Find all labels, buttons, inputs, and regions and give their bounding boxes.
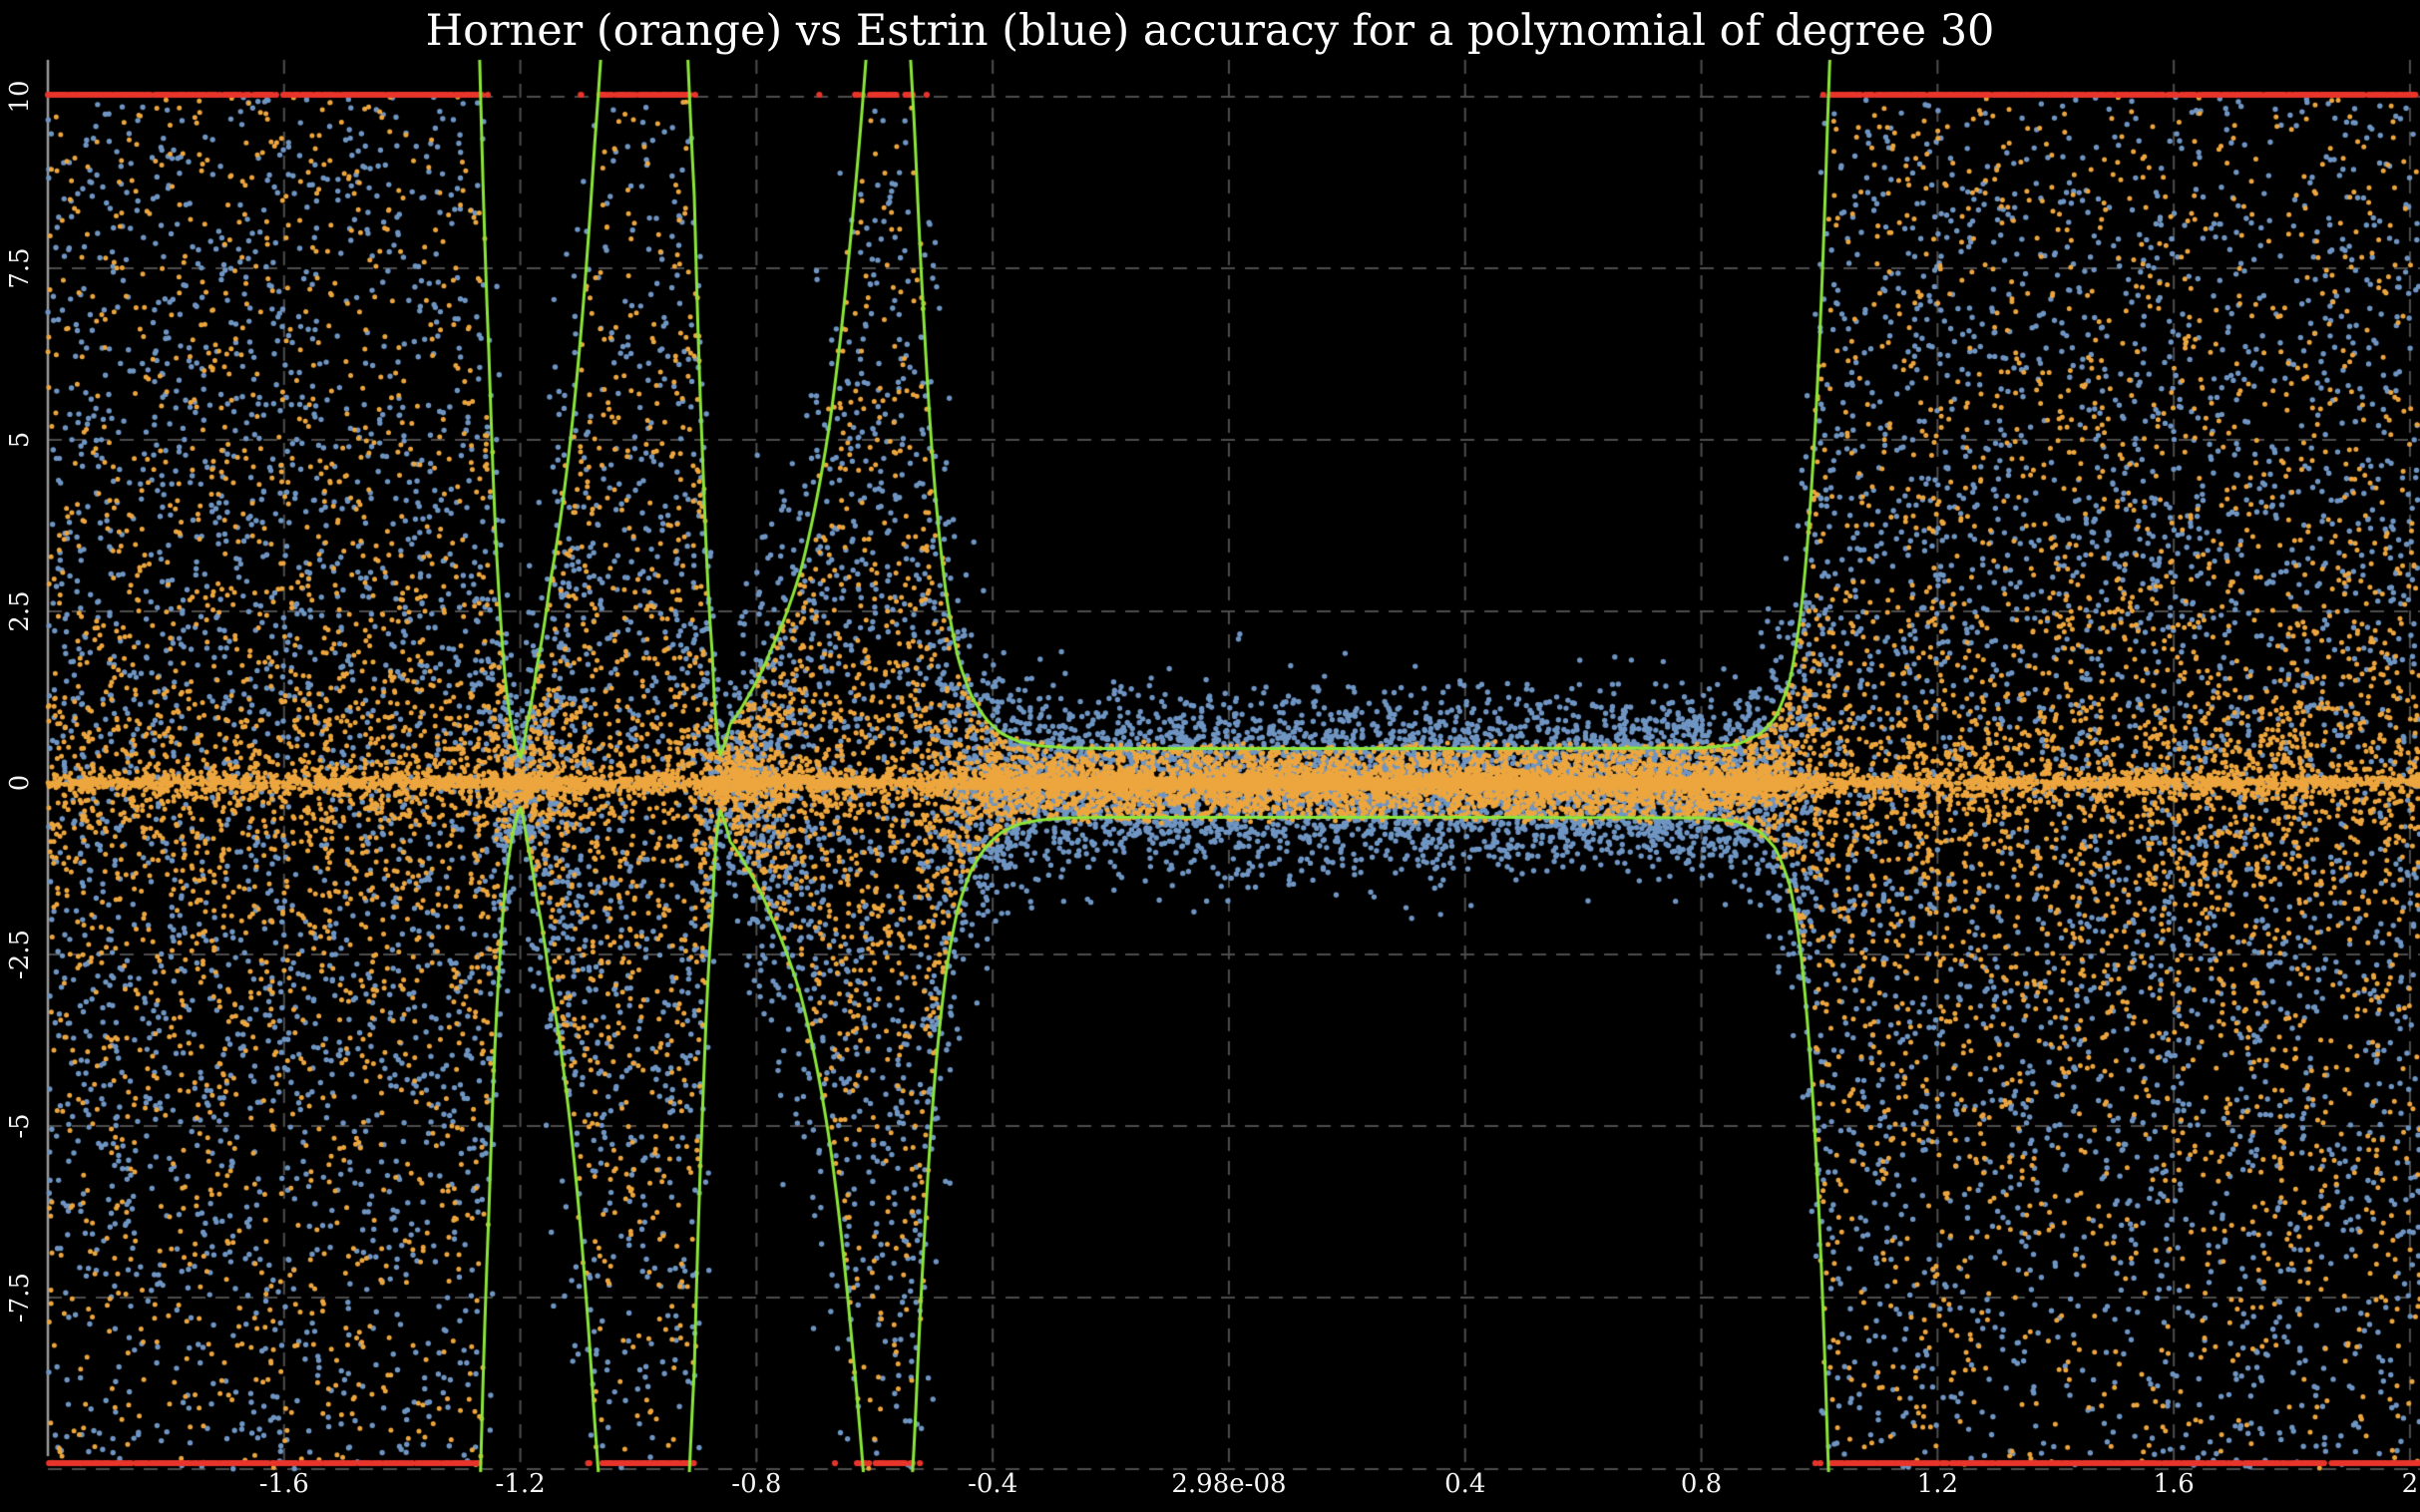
x-tick-label: -0.8	[731, 1469, 782, 1499]
y-tick-label: 5	[5, 431, 35, 449]
x-tick-label: 1.6	[2153, 1469, 2195, 1499]
y-tick-label: 7.5	[5, 247, 35, 289]
y-tick-label: 2.5	[5, 590, 35, 632]
x-tick-label: 2	[2401, 1469, 2419, 1499]
x-tick-label: 1.2	[1916, 1469, 1959, 1499]
y-tick-label: -5	[5, 1113, 35, 1139]
x-tick-label: -0.4	[968, 1469, 1018, 1499]
y-tick-label: 0	[5, 774, 35, 792]
x-tick-label: 0.8	[1680, 1469, 1723, 1499]
y-tick-label: -7.5	[5, 1272, 35, 1323]
x-tick-label: -1.2	[495, 1469, 546, 1499]
x-tick-label: 0.4	[1444, 1469, 1486, 1499]
x-tick-label: -1.6	[258, 1469, 309, 1499]
y-tick-label: 10	[5, 80, 35, 114]
x-tick-label: 2.98e-08	[1171, 1469, 1287, 1499]
y-tick-label: -2.5	[5, 929, 35, 980]
